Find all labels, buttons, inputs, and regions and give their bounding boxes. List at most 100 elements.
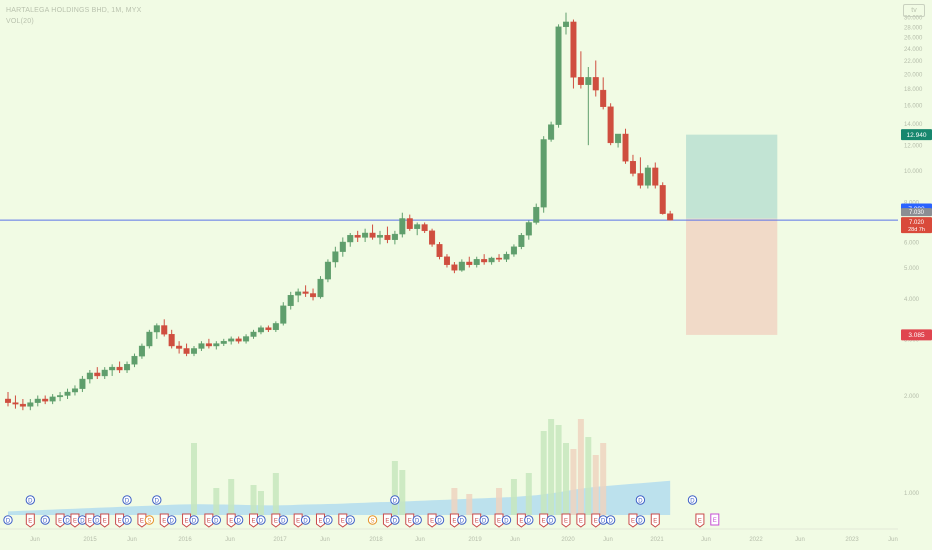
dividend-marker: D	[546, 515, 556, 525]
volume-bar	[466, 494, 473, 515]
event-marker-letter: D	[504, 519, 509, 525]
event-marker-shape	[278, 515, 288, 525]
candle-body	[600, 89, 607, 107]
earnings-marker: E	[70, 513, 80, 528]
x-tick-label: 2018	[369, 537, 383, 543]
event-marker-letter: D	[65, 519, 70, 525]
candle-body	[243, 336, 250, 342]
earnings-marker-shape	[137, 513, 147, 528]
event-marker-letter: D	[6, 519, 11, 525]
last-price-label	[901, 217, 932, 234]
earnings-marker: E	[427, 513, 437, 528]
dividend-marker: D	[345, 515, 355, 525]
earnings-marker-shape	[226, 513, 236, 528]
x-tick-label: Jun	[320, 537, 330, 543]
earnings-marker-shape	[115, 513, 125, 528]
candle-body	[615, 133, 622, 144]
event-marker-letter: E	[497, 519, 501, 525]
candle-body	[637, 173, 644, 186]
candle-body	[391, 233, 398, 240]
earnings-marker-shape	[55, 513, 65, 528]
y-tick-label: 24.000	[904, 47, 923, 53]
stop-price-label-text: 3.085	[908, 332, 925, 339]
volume-bar	[250, 485, 257, 515]
candle-body	[570, 21, 577, 78]
dividend-marker: D	[40, 515, 50, 525]
stop-price-label	[901, 329, 932, 341]
candle-body	[101, 369, 108, 377]
y-tick-label: 14.000	[904, 122, 923, 128]
candle-body	[12, 402, 19, 405]
candle-body	[161, 325, 168, 335]
x-tick-label: 2015	[83, 537, 97, 543]
event-marker-letter: E	[452, 519, 456, 525]
candle-body	[496, 257, 503, 260]
target-price-label-text: 12.940	[907, 132, 927, 139]
event-marker-letter: E	[296, 519, 300, 525]
current-price-label	[901, 208, 932, 217]
event-marker-letter: D	[125, 519, 130, 525]
earnings-marker-shape	[85, 513, 95, 528]
event-marker-letter: E	[631, 519, 635, 525]
x-tick-label: Jun	[30, 537, 40, 543]
dividend-marker-letter: D	[125, 499, 130, 505]
earnings-marker: E	[100, 513, 110, 528]
event-marker-letter: E	[103, 519, 107, 525]
earnings-marker-shape	[472, 513, 482, 528]
candle-body	[481, 259, 488, 263]
last-price-text: 7.020	[909, 220, 925, 226]
event-marker-letter: D	[259, 519, 264, 525]
candle-body	[146, 331, 153, 347]
earnings-marker-shape	[25, 513, 35, 528]
volume-bar	[257, 491, 264, 515]
dividend-marker-letter: D	[690, 499, 695, 505]
event-marker-letter: E	[28, 519, 32, 525]
earnings-marker-shape	[315, 513, 325, 528]
candle-body	[503, 253, 510, 260]
event-marker-letter: E	[579, 519, 583, 525]
candle-body	[176, 345, 183, 349]
candle-body	[34, 398, 41, 403]
volume-bar	[525, 473, 532, 515]
indicator-label: VOL(20)	[6, 18, 34, 25]
event-marker-letter: E	[475, 519, 479, 525]
earnings-marker-shape	[405, 513, 415, 528]
earnings-marker: E	[650, 513, 660, 528]
earnings-marker: E	[338, 513, 348, 528]
earnings-marker: E	[182, 513, 192, 528]
dividend-marker: D	[62, 515, 73, 525]
dividend-marker: D	[390, 515, 400, 525]
price-axis	[898, 0, 932, 550]
candle-body	[399, 218, 406, 235]
candle-body	[250, 331, 257, 337]
y-tick-label: 8.000	[904, 200, 920, 206]
candle-body	[354, 234, 361, 238]
event-marker-letter: D	[192, 519, 197, 525]
volume-bar	[577, 419, 584, 515]
x-tick-label: Jun	[415, 537, 425, 543]
dividend-marker-letter: D	[28, 499, 33, 505]
candle-body	[652, 167, 659, 186]
earnings-marker-shape	[100, 513, 110, 528]
event-marker-shape	[479, 515, 489, 525]
candle-body	[659, 185, 666, 214]
event-marker-shape	[635, 515, 646, 525]
event-marker-letter: E	[341, 519, 345, 525]
event-marker-letter: E	[140, 519, 144, 525]
earnings-marker-shape	[576, 513, 586, 528]
dividend-marker	[390, 495, 400, 505]
candle-body	[235, 338, 242, 342]
event-marker-letter: E	[594, 519, 598, 525]
event-marker-letter: E	[698, 519, 702, 525]
dividend-marker: D	[479, 515, 489, 525]
earnings-marker: E	[115, 513, 125, 528]
event-marker-letter: D	[281, 519, 286, 525]
earnings-marker-shape	[159, 513, 169, 528]
candle-body	[27, 402, 34, 407]
candle-body	[198, 343, 205, 349]
volume-bar	[496, 488, 503, 515]
profit-zone	[686, 134, 778, 219]
event-marker-letter: D	[638, 519, 643, 525]
